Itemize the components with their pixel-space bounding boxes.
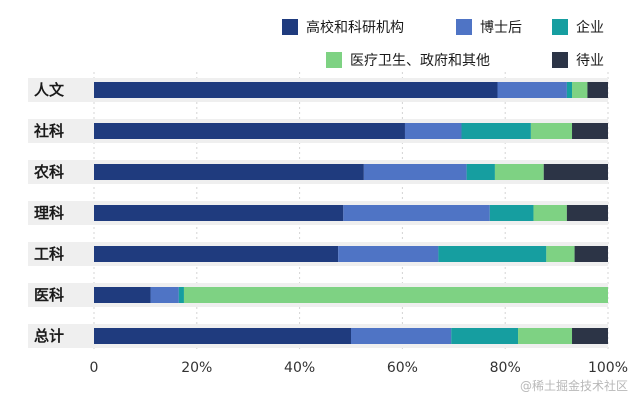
legend-swatch [282,19,298,35]
bar-segment [533,205,567,221]
x-tick-label: 40% [284,360,315,376]
bar-segment [546,246,575,262]
legend-swatch [552,19,568,35]
bar-segment [94,287,151,303]
bar-segment [451,328,519,344]
category-label: 人文 [34,81,65,99]
bar-segment [530,123,573,139]
bar-segment [363,164,467,180]
bar-segment [338,246,439,262]
legend-label: 高校和科研机构 [306,19,404,36]
category-label: 农科 [33,163,64,181]
legend-label: 医疗卫生、政府和其他 [350,53,490,69]
x-axis-ticks: 0 20% 40% 60% 80% 100% [90,360,628,376]
category-label: 社科 [33,122,64,140]
bar-segment [351,328,452,344]
bar-segment [494,164,544,180]
x-tick-label: 0 [90,360,99,376]
x-tick-label: 60% [387,360,418,376]
legend-swatch [552,52,568,68]
legend-item: 高校和科研机构 [282,19,404,36]
bar-segment [518,328,573,344]
bar-segment [572,123,608,139]
legend-label: 待业 [576,53,604,69]
bar-segment [94,205,344,221]
bar-segment [94,164,364,180]
legend-label: 企业 [576,19,604,36]
x-tick-label: 20% [181,360,212,376]
bar-segment [438,246,547,262]
x-tick-label: 100% [588,360,628,376]
legend-swatch [326,52,342,68]
legend-item: 待业 [552,52,604,69]
legend-label: 博士后 [480,19,522,36]
legend-item: 医疗卫生、政府和其他 [326,52,490,69]
bar-segment [461,123,531,139]
bar-segment [497,82,567,98]
bar-segment [587,82,608,98]
legend-item: 企业 [552,19,604,36]
bar-segment [566,205,608,221]
category-label: 理科 [34,204,64,222]
x-tick-label: 80% [490,360,521,376]
category-label: 医科 [34,286,64,304]
bar-segment [178,287,184,303]
bars [94,82,608,344]
bar-segment [404,123,462,139]
bar-segment [94,82,498,98]
bar-segment [466,164,495,180]
bar-segment [94,328,351,344]
bar-segment [489,205,534,221]
bar-segment [183,287,608,303]
bar-segment [150,287,179,303]
bar-segment [94,246,339,262]
category-label: 总计 [34,327,64,345]
legend-item: 博士后 [456,19,522,36]
bar-segment [566,82,573,98]
bar-segment [572,82,588,98]
watermark: @稀土掘金技术社区 [519,379,628,393]
bar-segment [574,246,608,262]
bar-segment [94,123,405,139]
category-label: 工科 [34,245,64,263]
bar-segment [343,205,490,221]
bar-segment [543,164,608,180]
legend-swatch [456,19,472,35]
bar-segment [572,328,608,344]
